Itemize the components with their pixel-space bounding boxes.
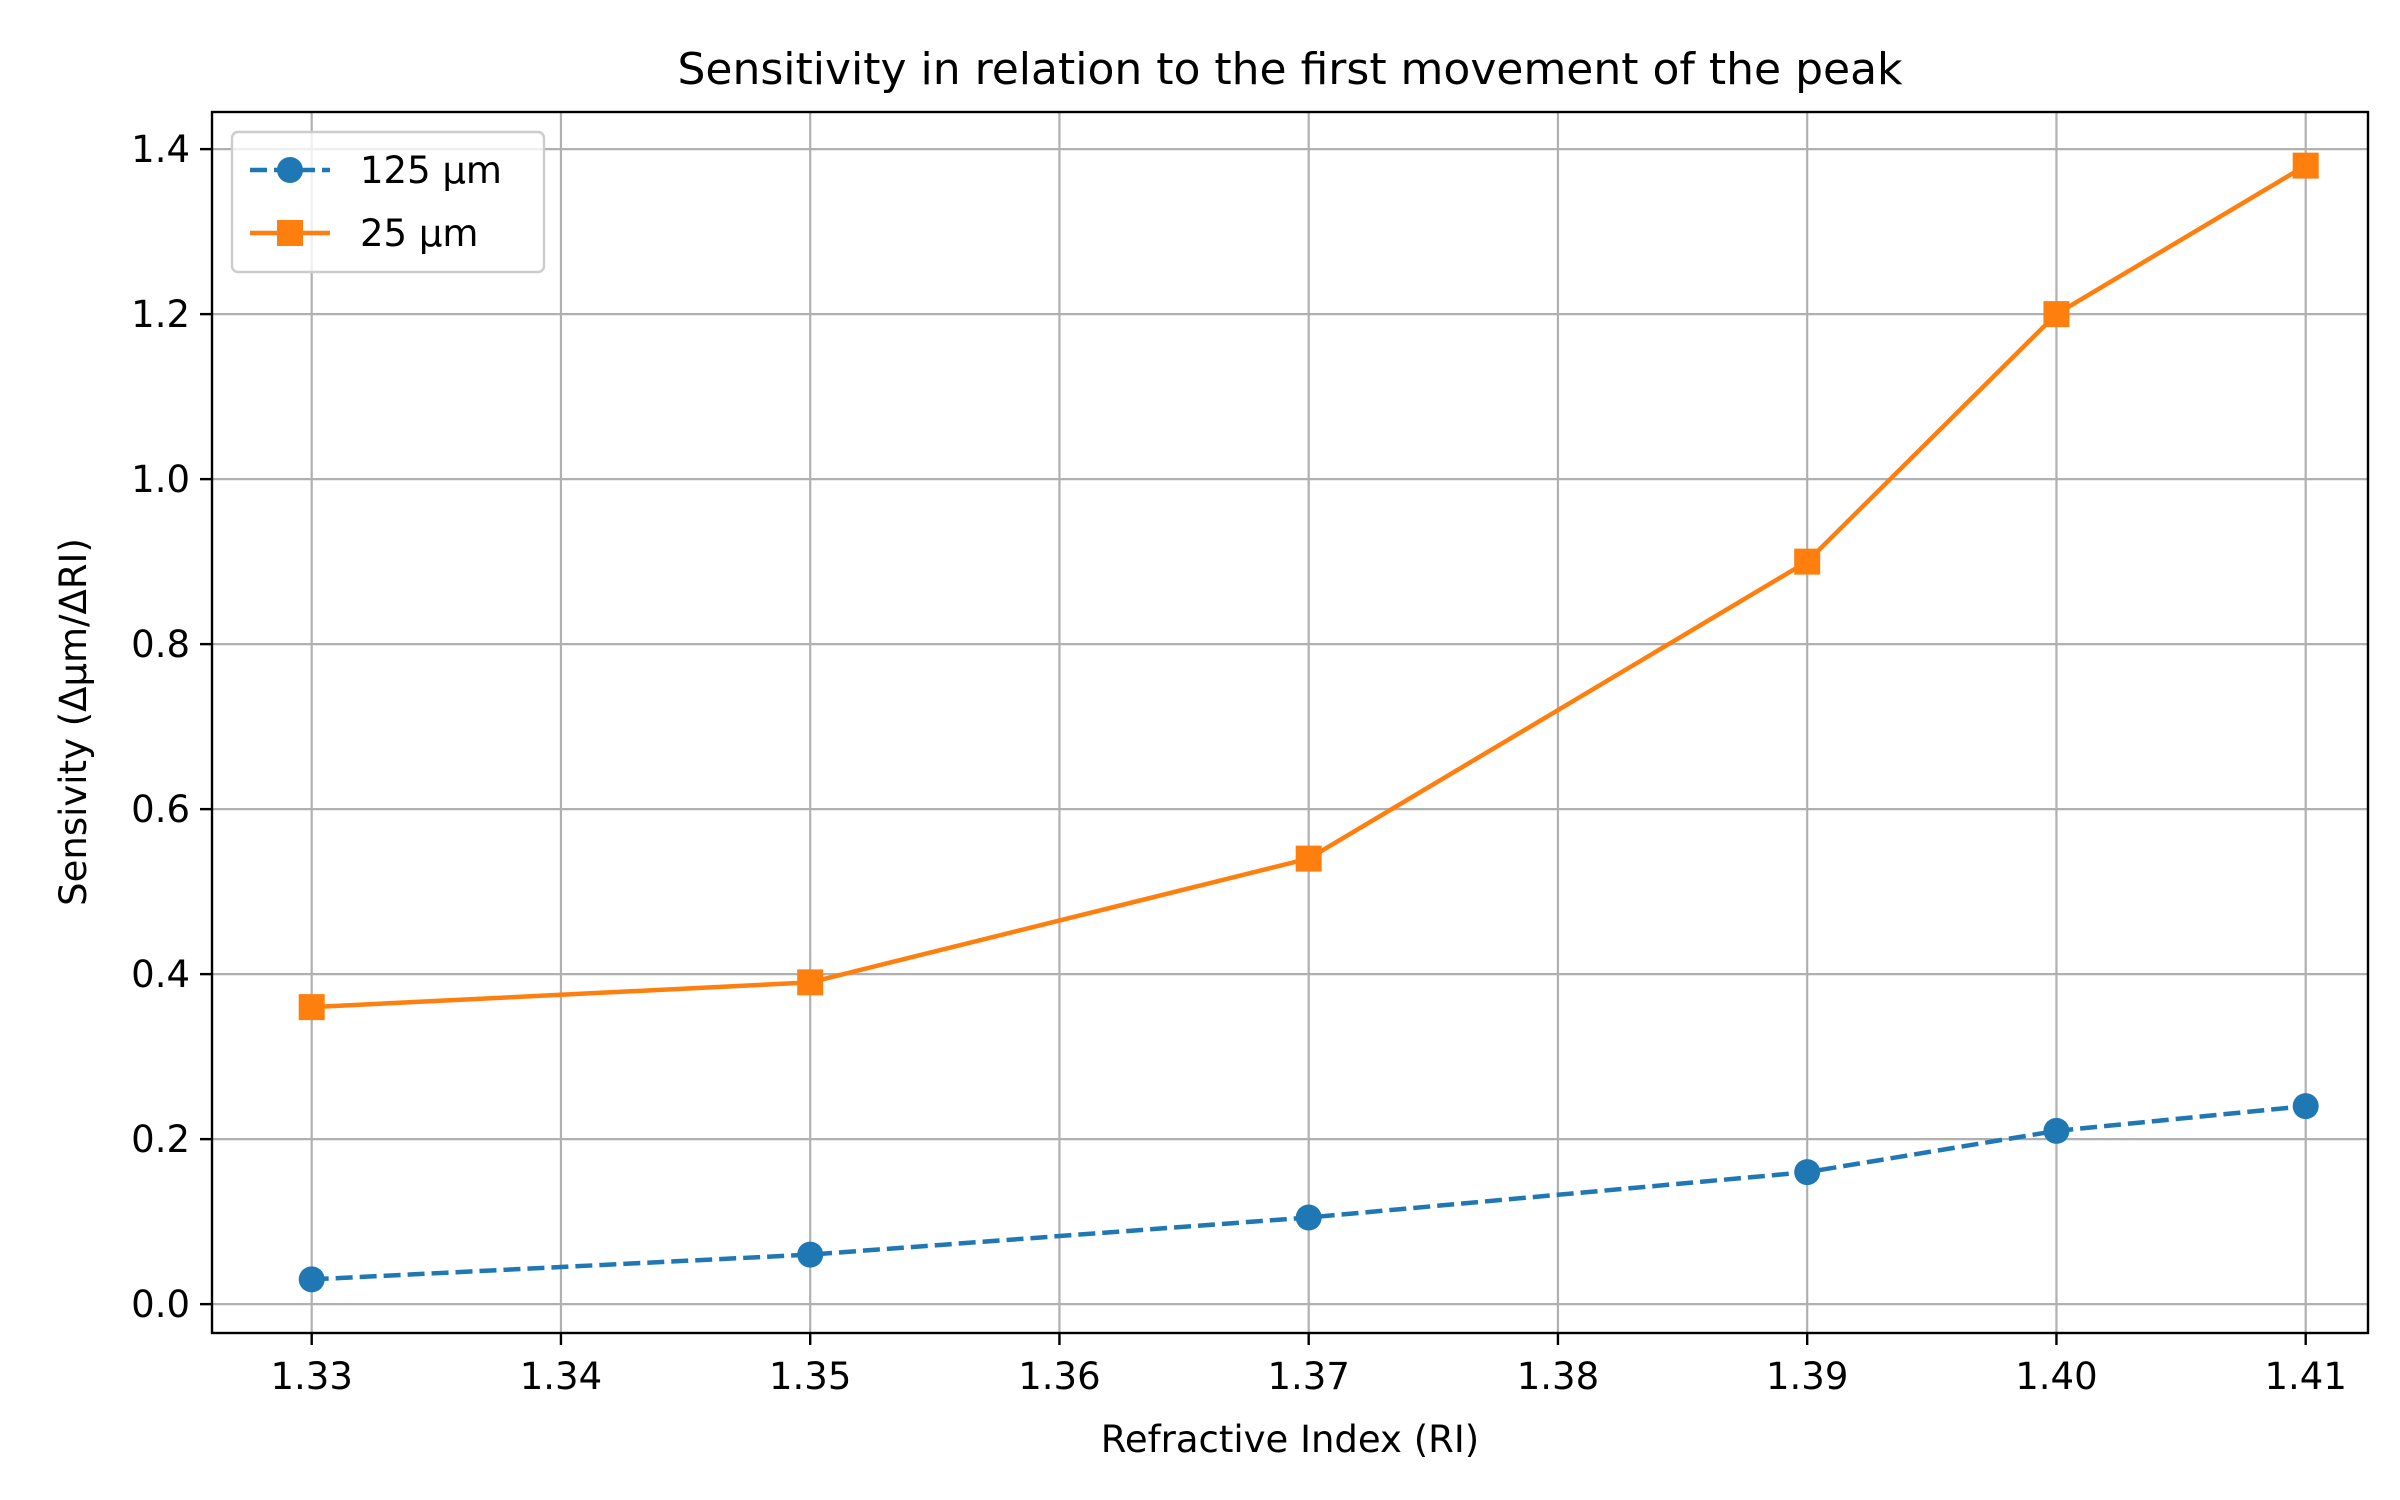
x-tick-label: 1.39 xyxy=(1766,1355,1848,1398)
data-point xyxy=(2292,152,2319,179)
data-point xyxy=(1794,1159,1821,1186)
data-point xyxy=(2043,1117,2070,1144)
data-point xyxy=(298,1266,325,1293)
y-tick-label: 1.4 xyxy=(131,128,190,171)
y-tick-label: 0.6 xyxy=(131,788,190,831)
y-tick-label: 1.2 xyxy=(131,293,190,336)
x-tick-label: 1.40 xyxy=(2015,1355,2097,1398)
legend-label: 125 µm xyxy=(360,149,502,192)
data-point xyxy=(797,969,824,996)
x-tick-label: 1.33 xyxy=(271,1355,353,1398)
y-tick-label: 1.0 xyxy=(131,458,190,501)
y-tick-label: 0.8 xyxy=(131,623,190,666)
data-point xyxy=(2043,301,2070,328)
y-tick-label: 0.2 xyxy=(131,1118,190,1161)
x-tick-label: 1.41 xyxy=(2264,1355,2346,1398)
x-tick-label: 1.38 xyxy=(1517,1355,1599,1398)
x-tick-label: 1.37 xyxy=(1267,1355,1349,1398)
series-layer xyxy=(298,152,2319,1293)
x-tick-label: 1.35 xyxy=(769,1355,851,1398)
data-point xyxy=(1295,845,1322,872)
legend-marker xyxy=(277,157,303,183)
data-point xyxy=(1295,1204,1322,1231)
y-axis-label: Sensivity (Δμm/ΔRI) xyxy=(52,538,95,906)
legend-box xyxy=(230,130,546,274)
legend-marker xyxy=(277,220,303,246)
x-tick-label: 1.34 xyxy=(520,1355,602,1398)
plot-area-frame xyxy=(210,110,2370,1335)
axis-ticks: 1.33 1.34 1.35 1.36 1.37 1.38 1.39 1.40 1.41 0.0 0… xyxy=(131,128,2347,1398)
data-point xyxy=(1794,548,1821,575)
legend: 125 µm 25 µm xyxy=(230,130,546,274)
y-tick-label: 0.4 xyxy=(131,953,190,996)
data-point xyxy=(2292,1093,2319,1120)
series-line xyxy=(311,1103,2306,1282)
legend-label: 25 µm xyxy=(360,212,478,255)
y-tick-label: 0.0 xyxy=(131,1283,190,1326)
data-point xyxy=(298,994,325,1021)
x-axis-label: Refractive Index (RI) xyxy=(1101,1418,1479,1461)
series-line xyxy=(311,163,2307,1010)
x-tick-label: 1.36 xyxy=(1018,1355,1100,1398)
data-point xyxy=(797,1241,824,1268)
series-2 xyxy=(298,152,2319,1021)
series-1 xyxy=(298,1093,2319,1293)
chart-title: Sensitivity in relation to the first mov… xyxy=(677,44,1903,95)
